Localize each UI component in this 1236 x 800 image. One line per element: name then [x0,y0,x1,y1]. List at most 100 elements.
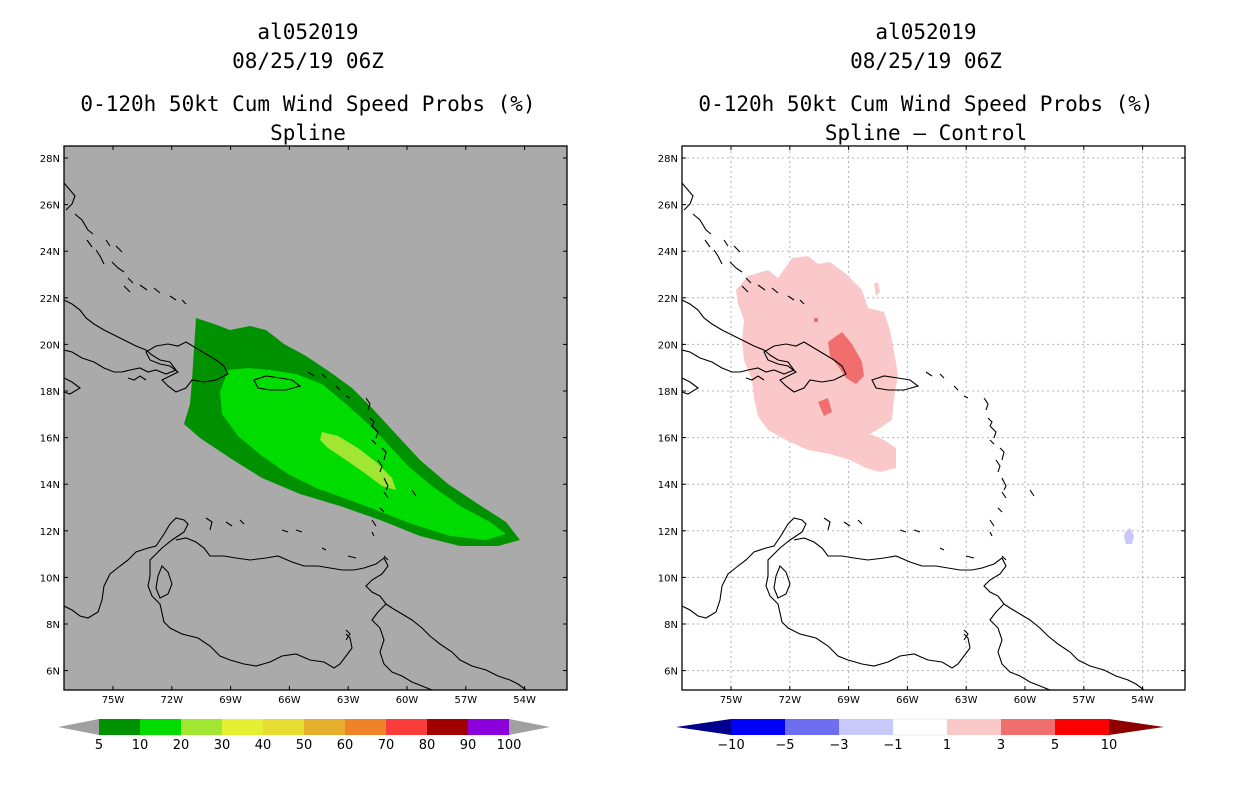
prob-contour-20 [320,432,396,490]
left-subtitle: Spline [270,121,346,145]
colorbar-label: 90 [460,738,477,753]
colorbar-box [839,719,893,735]
right-map-panel: 28N 26N 24N 22N 20N 18N 16N 14N 12N 10N 8N 6N 75W 72… [658,145,1186,706]
lat-label: 12N [658,527,678,538]
lon-label: 66W [278,695,301,706]
colorbar-label: 60 [337,738,354,753]
colorbar-label: 5 [1051,738,1059,753]
colorbar-box [181,719,222,735]
colorbar-box [99,719,140,735]
colorbar-box [892,718,948,736]
lat-label: 24N [658,247,678,258]
colorbar-box [222,719,263,735]
lat-label: 12N [40,527,60,538]
colorbar-label: 100 [497,738,522,753]
lat-label: 10N [40,573,60,584]
right-subtitle: Spline – Control [824,121,1028,145]
colorbar-left-tip [58,719,99,735]
lon-label: 57W [454,695,477,706]
lon-label: 66W [896,695,919,706]
colorbar-box [304,719,345,735]
colorbar-label: 50 [296,738,313,753]
colorbar-box [1001,719,1055,735]
colorbar-label: 10 [132,738,149,753]
lat-label: 24N [40,247,60,258]
colorbar-label: 5 [95,738,103,753]
lon-label: 63W [955,695,978,706]
lon-label: 63W [337,695,360,706]
colorbar-right-tip [509,719,550,735]
colorbar-box [263,719,304,735]
lat-label: 26N [40,201,60,212]
left-lon-axis: 75W 72W 69W 66W 63W 60W 57W 54W [102,146,536,706]
colorbar-label: −10 [717,738,744,753]
lon-label: 60W [1014,695,1037,706]
lat-label: 20N [40,340,60,351]
lat-label: 14N [658,480,678,491]
colorbar-label: 3 [997,738,1005,753]
left-lat-axis: 28N 26N 24N 22N 20N 18N 16N 14N 12N 10N 8N 6N [40,154,567,678]
lat-label: 22N [40,294,60,305]
colorbar-box [468,719,509,735]
diff-contour-3-5-spot [818,398,832,416]
diff-contour-3-5-dot [814,318,818,322]
colorbar-label: 10 [1101,738,1118,753]
lon-label: 54W [513,695,536,706]
colorbar-label: 20 [173,738,190,753]
lat-label: 18N [658,387,678,398]
diff-contour-neg [1124,528,1134,544]
lat-label: 22N [658,294,678,305]
lon-label: 75W [720,695,743,706]
diff-contour-1-3-spot [874,282,880,296]
lon-label: 72W [160,695,183,706]
colorbar-box [785,719,839,735]
lon-label: 60W [396,695,419,706]
right-lon-axis: 75W 72W 69W 66W 63W 60W 57W 54W [720,146,1154,706]
colorbar-label: 30 [214,738,231,753]
lon-label: 72W [778,695,801,706]
lat-label: 14N [40,480,60,491]
left-storm-id: al052019 [257,20,359,44]
colorbar-label: −3 [829,738,848,753]
lat-label: 10N [658,573,678,584]
colorbar-label: 1 [943,738,951,753]
colorbar-right-tip [1109,719,1164,735]
lon-label: 54W [1131,695,1154,706]
left-product-title: 0-120h 50kt Cum Wind Speed Probs (%) [80,92,536,116]
lat-label: 16N [40,434,60,445]
lat-label: 8N [46,620,60,631]
right-lat-axis: 28N 26N 24N 22N 20N 18N 16N 14N 12N 10N 8N 6N [658,154,1185,678]
lat-label: 28N [658,154,678,165]
lon-label: 75W [102,695,125,706]
left-datetime: 08/25/19 06Z [232,49,384,73]
diff-contour-1-3 [736,256,898,472]
lat-label: 6N [46,667,60,678]
lat-label: 16N [658,434,678,445]
colorbar-left-tip [676,719,731,735]
colorbar-box [731,719,785,735]
lon-label: 69W [837,695,860,706]
right-colorbar: −10 −5 −3 −1 1 3 5 10 [676,718,1164,753]
colorbar-label: −1 [883,738,902,753]
colorbar-box [947,719,1001,735]
lon-label: 57W [1072,695,1095,706]
lat-label: 6N [664,667,678,678]
lon-label: 69W [219,695,242,706]
colorbar-box [1055,719,1109,735]
colorbar-label: −5 [775,738,794,753]
lat-label: 18N [40,387,60,398]
lat-label: 26N [658,201,678,212]
right-datetime: 08/25/19 06Z [850,49,1002,73]
colorbar-label: 80 [419,738,436,753]
colorbar-label: 40 [255,738,272,753]
lat-label: 20N [658,340,678,351]
lat-label: 8N [664,620,678,631]
colorbar-box [140,719,181,735]
left-colorbar: 5 10 20 30 40 50 60 70 80 90 100 [58,719,550,753]
right-product-title: 0-120h 50kt Cum Wind Speed Probs (%) [698,92,1154,116]
diff-contour-3-5 [828,332,864,384]
lat-label: 28N [40,154,60,165]
left-map-panel: 28N 26N 24N 22N 20N 18N 16N 14N 12N 10N 8N 6N 75W 72… [40,145,568,706]
colorbar-box [386,719,427,735]
colorbar-label: 70 [378,738,395,753]
